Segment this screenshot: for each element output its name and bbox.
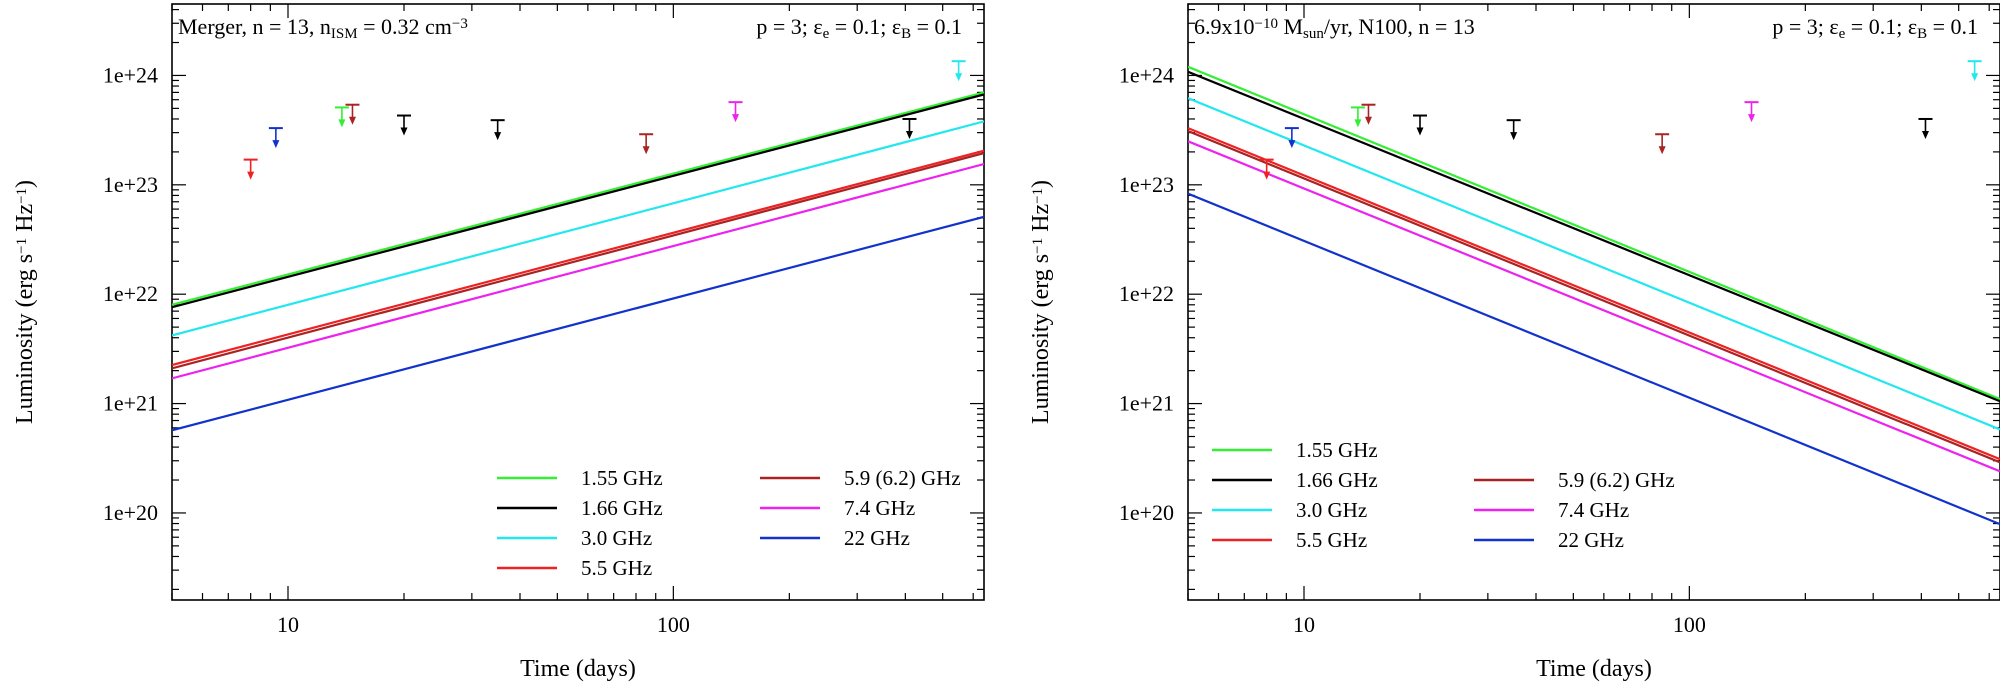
series-line-3-0-ghz: [172, 120, 984, 337]
y-tick-label: 1e+22: [103, 281, 158, 306]
y-tick-label: 1e+21: [103, 391, 158, 416]
legend-label: 5.9 (6.2) GHz: [844, 466, 961, 490]
plot-frame: [171, 3, 985, 601]
upper-limit-marker: [334, 106, 349, 128]
upper-limit-marker: [1918, 117, 1933, 139]
y-tick-label: 1e+20: [103, 500, 158, 525]
y-tick-label: 1e+20: [1119, 500, 1174, 525]
legend-item: 5.5 GHz: [497, 556, 652, 580]
upper-limit-marker: [1413, 114, 1427, 136]
y-tick-label: 1e+24: [1119, 62, 1174, 87]
upper-limit-marker: [397, 114, 411, 136]
series-line-22-ghz: [1188, 192, 2000, 526]
series-line-1-55-ghz: [1188, 65, 2000, 401]
x-tick-label: 10: [1293, 612, 1315, 637]
left-panel: 10 100 1e+20 1e+21 1e+22 1e+23 1e+24 Merger, n …: [12, 3, 985, 682]
y-tick-label: 1e+23: [103, 172, 158, 197]
legend-item: 5.9 (6.2) GHz: [1474, 468, 1675, 492]
legend-label: 5.5 GHz: [1296, 528, 1367, 552]
y-axis-label: Luminosity (erg s−1 Hz−1): [12, 180, 38, 424]
legend-item: 1.55 GHz: [497, 466, 663, 490]
plot-title-left: 6.9x10−10 Msun/yr, N100, n = 13: [1194, 14, 1475, 42]
y-axis: 1e+20 1e+21 1e+22 1e+23 1e+24: [103, 8, 984, 591]
plot-frame: [1187, 3, 2000, 601]
upper-limit-marker: [345, 103, 360, 125]
legend-item: 22 GHz: [760, 526, 910, 550]
legend-item: 1.55 GHz: [1212, 438, 1378, 462]
x-axis-label: Time (days): [1536, 656, 1652, 682]
legend-label: 7.4 GHz: [844, 496, 915, 520]
upper-limit-marker: [902, 117, 917, 139]
plot-title-right: p = 3; εe = 0.1; εB = 0.1: [756, 14, 962, 42]
series-group: [1188, 65, 2000, 526]
series-line-1-66-ghz: [172, 93, 984, 309]
series-line-7-4-ghz: [1188, 140, 2000, 473]
legend-item: 7.4 GHz: [1474, 498, 1629, 522]
legend-label: 1.55 GHz: [581, 466, 663, 490]
x-axis-label: Time (days): [520, 656, 636, 682]
legend-label: 5.5 GHz: [581, 556, 652, 580]
legend-item: 3.0 GHz: [1212, 498, 1367, 522]
y-tick-label: 1e+22: [1119, 281, 1174, 306]
right-panel: 10 100 1e+20 1e+21 1e+22 1e+23 1e+24 6.9x10−10 …: [1028, 3, 2000, 682]
series-line-5-9-6-2-ghz: [1188, 130, 2000, 464]
upper-limit-marker: [243, 158, 258, 180]
y-tick-label: 1e+24: [103, 62, 158, 87]
upper-limit-marker: [951, 60, 966, 82]
upper-limit-marker: [1259, 158, 1274, 180]
legend-label: 7.4 GHz: [1558, 498, 1629, 522]
y-tick-label: 1e+21: [1119, 391, 1174, 416]
upper-limit-marker: [1744, 101, 1759, 123]
x-tick-label: 10: [277, 612, 299, 637]
legend-label: 5.9 (6.2) GHz: [1558, 468, 1675, 492]
legend-item: 5.5 GHz: [1212, 528, 1367, 552]
series-line-7-4-ghz: [172, 162, 984, 380]
legend: 1.55 GHz 1.66 GHz 3.0 GHz 5.5 GHz 5.9 (6.2) …: [497, 466, 961, 580]
plot-title-left: Merger, n = 13, nISM = 0.32 cm−3: [178, 14, 468, 42]
upper-limit-marker: [1361, 103, 1376, 125]
legend-label: 22 GHz: [1558, 528, 1624, 552]
series-line-5-5-ghz: [172, 149, 984, 367]
series-line-1-55-ghz: [172, 91, 984, 306]
x-tick-label: 100: [1673, 612, 1706, 637]
series-line-1-66-ghz: [1188, 70, 2000, 403]
series-line-5-9-6-2-ghz: [172, 152, 984, 370]
legend-item: 3.0 GHz: [497, 526, 652, 550]
x-tick-label: 100: [657, 612, 690, 637]
x-axis: 10 100: [1187, 4, 1990, 637]
legend-label: 3.0 GHz: [1296, 498, 1367, 522]
x-axis: 10 100: [171, 4, 974, 637]
upper-limit-marker: [1284, 127, 1299, 149]
legend-item: 1.66 GHz: [1212, 468, 1378, 492]
upper-limit-marker: [1350, 106, 1365, 128]
upper-limits: [1259, 60, 1982, 180]
legend-item: 1.66 GHz: [497, 496, 663, 520]
series-line-22-ghz: [172, 215, 984, 432]
plot-title-right: p = 3; εe = 0.1; εB = 0.1: [1772, 14, 1978, 42]
upper-limit-marker: [1506, 119, 1521, 141]
legend-label: 1.55 GHz: [1296, 438, 1378, 462]
legend-label: 1.66 GHz: [1296, 468, 1378, 492]
upper-limit-marker: [639, 133, 654, 155]
y-axis: 1e+20 1e+21 1e+22 1e+23 1e+24: [1119, 8, 2000, 591]
legend-item: 7.4 GHz: [760, 496, 915, 520]
series-line-3-0-ghz: [1188, 97, 2000, 431]
upper-limits: [243, 60, 966, 180]
upper-limit-marker: [490, 119, 505, 141]
legend-item: 5.9 (6.2) GHz: [760, 466, 961, 490]
legend-item: 22 GHz: [1474, 528, 1624, 552]
upper-limit-marker: [1967, 60, 1982, 82]
upper-limit-marker: [728, 101, 743, 123]
legend: 1.55 GHz 1.66 GHz 3.0 GHz 5.5 GHz 5.9 (6.2) …: [1212, 438, 1675, 552]
y-tick-label: 1e+23: [1119, 172, 1174, 197]
legend-label: 3.0 GHz: [581, 526, 652, 550]
series-group: [172, 91, 984, 432]
series-line-5-5-ghz: [1188, 127, 2000, 461]
upper-limit-marker: [268, 127, 283, 149]
legend-label: 1.66 GHz: [581, 496, 663, 520]
upper-limit-marker: [1655, 133, 1670, 155]
legend-label: 22 GHz: [844, 526, 910, 550]
y-axis-label: Luminosity (erg s−1 Hz−1): [1028, 180, 1054, 424]
